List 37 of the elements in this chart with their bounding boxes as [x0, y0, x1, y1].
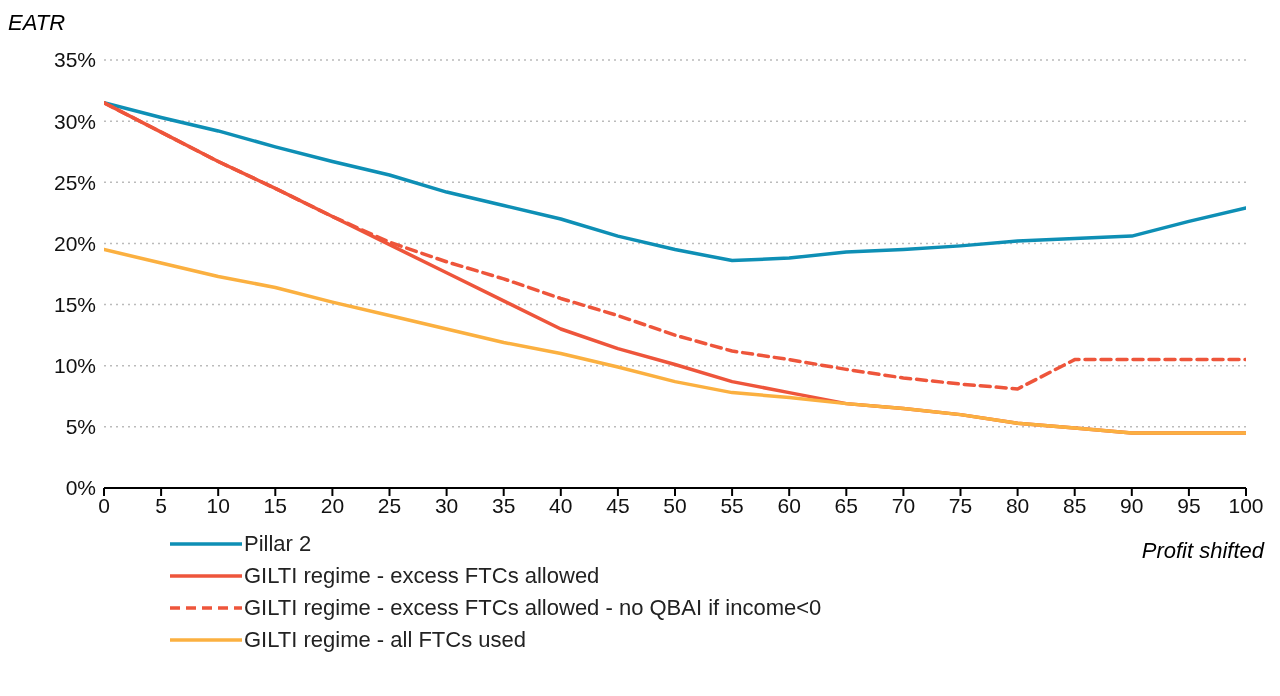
- line-series: [104, 101, 1246, 263]
- y-tick-label: 15%: [53, 293, 96, 317]
- x-tick-label: 50: [663, 493, 687, 517]
- y-tick-label: 20%: [53, 231, 96, 255]
- x-tick-label: 35: [492, 493, 516, 517]
- x-tick-label: 25: [377, 493, 402, 517]
- x-tick-label: 80: [1005, 493, 1030, 517]
- x-tick-label: 40: [549, 493, 573, 517]
- y-tick-label: 5%: [65, 415, 96, 439]
- x-tick-label: 5: [155, 493, 167, 517]
- x-tick-label: 10: [206, 493, 230, 517]
- y-axis-title: EATR: [8, 10, 66, 36]
- x-tick-label: 95: [1177, 493, 1201, 517]
- y-tick-label: 30%: [53, 109, 96, 133]
- x-tick-label: 55: [720, 493, 744, 517]
- y-tick-label: 35%: [53, 48, 96, 72]
- legend-label: Pillar 2: [244, 531, 312, 557]
- x-tick-label: 20: [320, 493, 345, 517]
- x-axis-title: Profit shifted: [1141, 538, 1264, 564]
- line-series: [104, 247, 1246, 435]
- x-tick-label: 45: [606, 493, 630, 517]
- x-tick-label: 0: [98, 493, 110, 517]
- y-tick-label: 10%: [53, 354, 96, 378]
- x-tick-label: 60: [777, 493, 801, 517]
- legend-label: GILTI regime - excess FTCs allowed - no QBAI if income<0: [244, 595, 822, 621]
- x-tick-label: 70: [891, 493, 916, 517]
- x-tick-label: 90: [1120, 493, 1144, 517]
- y-tick-label: 0%: [65, 476, 96, 500]
- x-tick-label: 85: [1063, 493, 1087, 517]
- legend-label: GILTI regime - excess FTCs allowed: [244, 563, 600, 589]
- x-tick-label: 100: [1228, 493, 1264, 517]
- x-tick-label: 65: [834, 493, 858, 517]
- x-tick-label: 15: [263, 493, 287, 517]
- legend-label: GILTI regime - all FTCs used: [244, 627, 526, 653]
- x-tick-label: 75: [948, 493, 973, 517]
- x-tick-label: 30: [434, 493, 459, 517]
- y-tick-label: 25%: [53, 170, 96, 194]
